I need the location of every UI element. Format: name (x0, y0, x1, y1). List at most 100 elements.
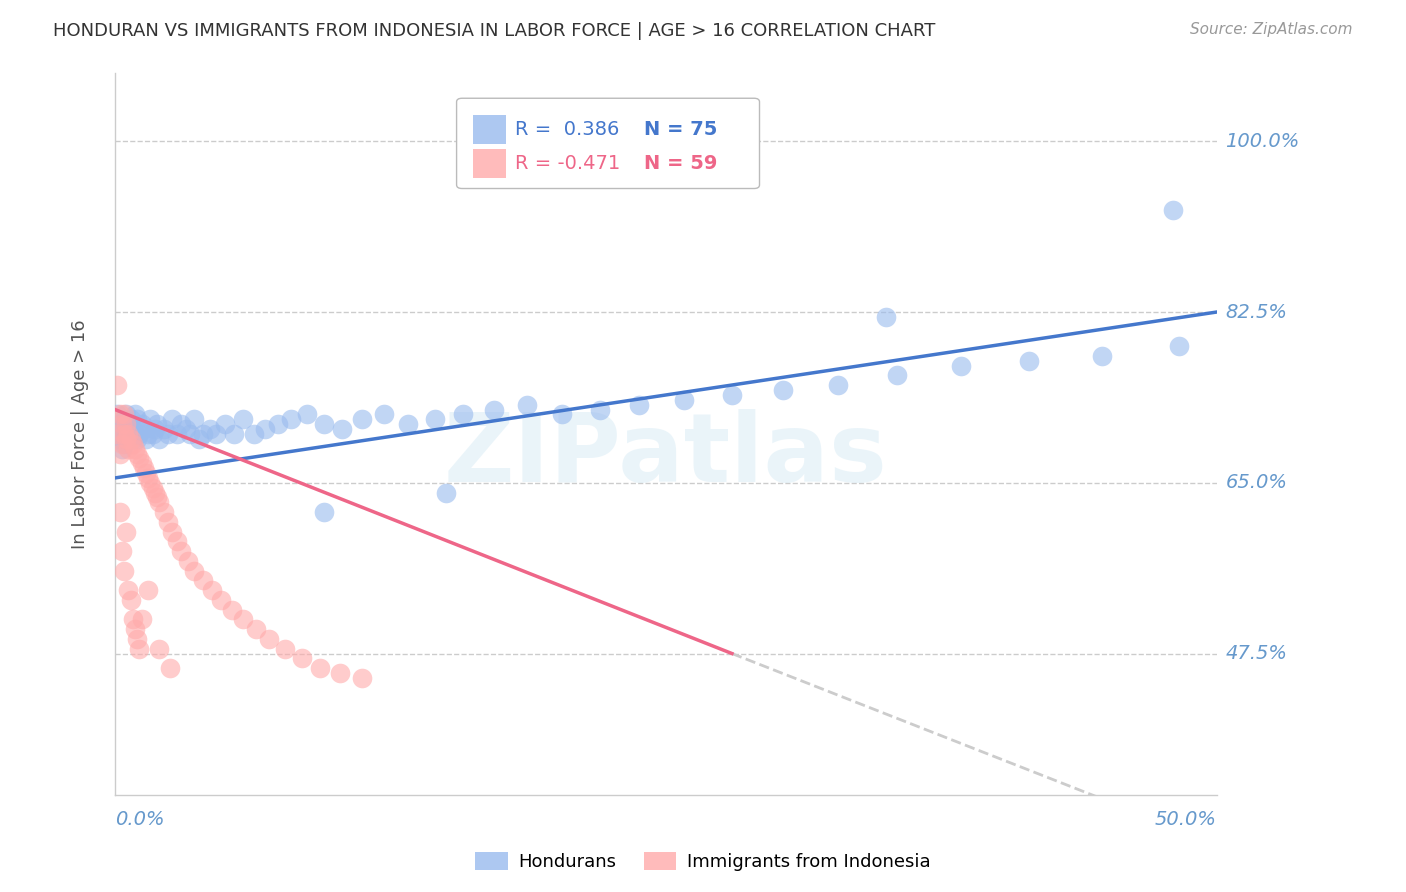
Point (148, 495, 170, 509)
Text: Source: ZipAtlas.com: Source: ZipAtlas.com (1189, 22, 1353, 37)
Point (105, 427, 128, 442)
Point (253, 422, 276, 436)
Point (350, 412, 373, 426)
Point (1161, 202, 1184, 217)
Point (127, 632, 149, 646)
Point (434, 485, 457, 500)
Point (132, 422, 155, 436)
Point (259, 632, 281, 646)
Point (827, 378, 849, 392)
Point (121, 432, 143, 446)
Point (108, 505, 131, 519)
Point (111, 436, 134, 450)
Point (280, 412, 302, 426)
Point (117, 583, 139, 598)
Point (112, 427, 135, 442)
Point (131, 612, 153, 626)
Point (166, 427, 188, 442)
Point (205, 427, 228, 442)
Point (721, 388, 744, 402)
Point (136, 471, 159, 485)
Text: R = -0.471: R = -0.471 (515, 153, 620, 173)
Text: N = 75: N = 75 (644, 120, 717, 139)
Point (179, 427, 201, 442)
Point (166, 534, 188, 549)
Point (314, 417, 336, 432)
Point (373, 408, 395, 422)
Point (105, 378, 128, 392)
Point (135, 466, 157, 480)
Point (115, 427, 138, 442)
Point (127, 446, 149, 460)
Point (124, 427, 146, 442)
Point (159, 661, 181, 675)
Point (1091, 349, 1114, 363)
Point (112, 412, 135, 426)
Point (482, 402, 505, 417)
Point (124, 442, 146, 456)
Point (121, 612, 143, 626)
Point (120, 412, 142, 426)
Point (193, 427, 215, 442)
Point (329, 666, 352, 681)
FancyBboxPatch shape (472, 115, 506, 144)
Point (143, 422, 166, 436)
Point (1018, 354, 1040, 368)
Point (117, 427, 139, 442)
Point (115, 417, 138, 432)
Point (121, 436, 143, 450)
Point (117, 417, 139, 432)
Point (146, 491, 169, 505)
Point (128, 451, 150, 466)
Text: 65.0%: 65.0% (1226, 474, 1288, 492)
Point (193, 574, 215, 588)
Point (950, 359, 973, 373)
Point (886, 368, 908, 383)
Point (135, 432, 157, 446)
Point (108, 446, 131, 460)
Point (516, 398, 538, 412)
Point (142, 427, 165, 442)
Point (117, 442, 139, 456)
Point (112, 436, 135, 450)
Point (111, 417, 134, 432)
Point (132, 461, 155, 475)
Point (183, 412, 205, 426)
Text: 100.0%: 100.0% (1226, 132, 1299, 151)
Point (146, 417, 169, 432)
Point (139, 412, 162, 426)
Point (115, 432, 138, 446)
Point (152, 422, 174, 436)
Point (295, 408, 318, 422)
Point (396, 417, 419, 432)
Point (187, 432, 209, 446)
Point (108, 417, 131, 432)
Point (128, 641, 150, 656)
Point (214, 417, 236, 432)
Point (209, 593, 232, 607)
Point (589, 402, 612, 417)
Text: N = 59: N = 59 (644, 153, 717, 173)
Point (156, 515, 179, 529)
Point (162, 524, 184, 539)
Point (1168, 339, 1191, 353)
Text: 50.0%: 50.0% (1154, 810, 1216, 829)
Point (314, 505, 336, 519)
Text: 82.5%: 82.5% (1226, 302, 1288, 321)
Point (177, 554, 200, 568)
Point (232, 612, 254, 626)
FancyBboxPatch shape (457, 98, 759, 188)
Point (112, 408, 135, 422)
Point (121, 422, 143, 436)
Text: 47.5%: 47.5% (1226, 644, 1288, 663)
Point (136, 427, 159, 442)
Point (198, 422, 221, 436)
Point (232, 412, 254, 426)
Point (291, 651, 314, 665)
Point (131, 417, 153, 432)
Point (222, 427, 245, 442)
Point (152, 505, 174, 519)
Legend: Hondurans, Immigrants from Indonesia: Hondurans, Immigrants from Indonesia (468, 845, 938, 879)
Point (274, 641, 297, 656)
Point (245, 622, 267, 636)
